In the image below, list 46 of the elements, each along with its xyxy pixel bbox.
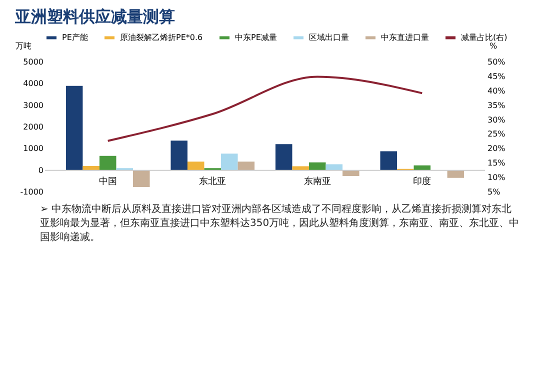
x-tick-label: 印度	[413, 176, 432, 187]
bar	[380, 151, 397, 170]
chart-title: 亚洲塑料供应减量测算	[14, 7, 175, 26]
y2-tick-label: 15%	[488, 158, 506, 168]
bar	[66, 86, 83, 170]
y-tick-label: 1000	[23, 144, 44, 154]
y2-tick-label: 5%	[488, 188, 501, 196]
y2-axis-title: %	[490, 42, 498, 50]
bar	[447, 170, 464, 178]
x-tick-label: 东北亚	[199, 176, 226, 187]
y2-tick-label: 30%	[488, 115, 506, 124]
legend-label: PE产能	[62, 32, 88, 42]
y-tick-label: 0	[38, 166, 44, 175]
bar	[187, 162, 204, 170]
text: ➢ 中东物流中断后从原料及直接进口皆对亚洲内部各区域造成了不同程度影响，从乙烯直接折损测算对东北亚影响最为显著，但东南亚直接进口中东塑料达350万吨，因此从塑料角度测算，东南亚、南亚、东北亚、中国影响递减。	[40, 203, 520, 245]
y2-tick-label: 45%	[488, 72, 506, 81]
bar	[170, 140, 188, 170]
legend-label: 减量占比(右)	[461, 32, 508, 42]
bar	[275, 144, 292, 170]
bar	[342, 170, 360, 176]
y-tick-label: 2000	[23, 122, 44, 132]
bar	[309, 162, 326, 170]
legend-label: 区域出口量	[309, 32, 349, 42]
bar	[133, 170, 150, 188]
y-tick-label: 5000	[23, 58, 44, 66]
bar	[99, 156, 116, 170]
y2-tick-label: 20%	[488, 144, 506, 154]
y-tick-label: 3000	[23, 100, 44, 110]
y-tick-label: -1000	[20, 188, 44, 196]
x-tick-label: 中国	[98, 176, 117, 187]
bar	[221, 154, 238, 170]
legend-label: 中东PE减量	[235, 32, 277, 42]
y2-tick-label: 10%	[488, 173, 506, 182]
x-tick-label: 东南亚	[304, 176, 331, 187]
y2-tick-label: 40%	[488, 86, 506, 96]
bar	[82, 166, 100, 170]
bar	[238, 162, 255, 170]
legend-label: 中东直进口量	[381, 32, 429, 42]
y-axis-title: 万吨	[16, 42, 32, 50]
bar	[292, 166, 309, 170]
y2-tick-label: 25%	[488, 130, 506, 139]
line-series	[106, 76, 424, 142]
y-tick-label: 4000	[23, 79, 44, 88]
legend-label: 原油裂解乙烯折PE*0.6	[120, 32, 203, 42]
y2-tick-label: 35%	[488, 100, 506, 110]
y2-tick-label: 50%	[488, 58, 506, 66]
